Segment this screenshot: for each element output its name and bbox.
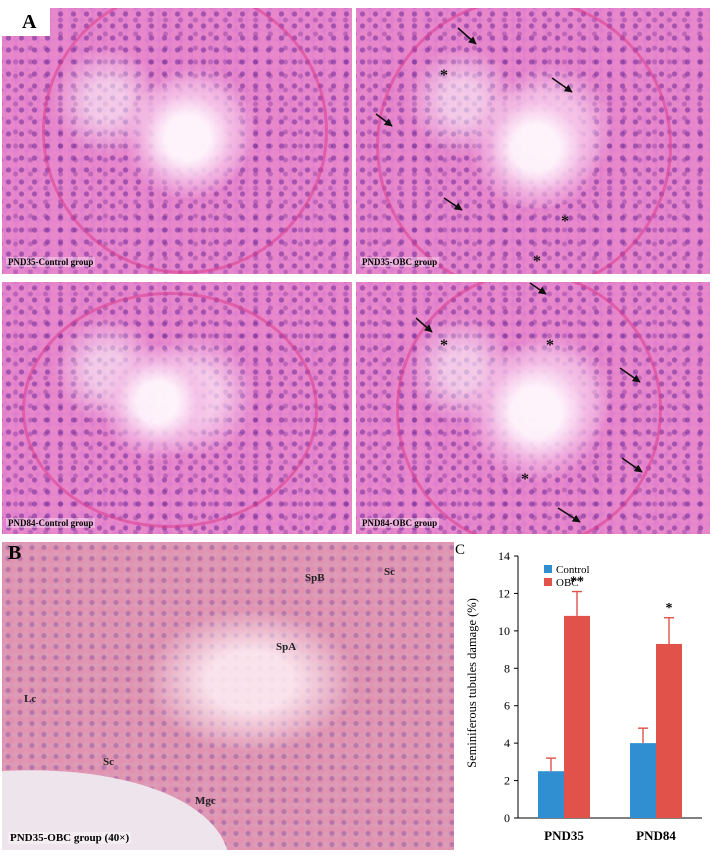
significance-label: ** — [570, 575, 584, 590]
y-axis-label: Seminiferous tubules damage (%) — [465, 598, 479, 768]
tubule-outline — [376, 8, 672, 274]
bar-obc-pnd84 — [656, 643, 682, 818]
y-tick-label: 10 — [498, 624, 510, 638]
significance-label: * — [666, 601, 673, 616]
tubule-lumen — [122, 78, 252, 198]
tubule-lumen — [466, 342, 606, 482]
cell-label-sc-bottom: Sc — [103, 756, 114, 768]
y-tick-label: 0 — [504, 811, 510, 825]
asterisk-marker: * — [521, 471, 529, 488]
cell-label-mgc: Mgc — [195, 795, 216, 807]
y-tick-label: 12 — [498, 586, 510, 600]
micrograph-pnd35-obc — [356, 8, 710, 274]
legend-label-control: Control — [556, 564, 590, 576]
asterisk-marker: * — [561, 213, 569, 230]
caption-pnd35-control: PND35-Control group — [6, 257, 96, 267]
tubule-outline — [396, 282, 662, 534]
tubule-lumen — [466, 88, 606, 208]
caption-pnd35-obc: PND35-OBC group — [360, 257, 440, 267]
x-tick-label: PND35 — [544, 828, 584, 843]
legend: Control OBC — [544, 564, 590, 589]
panel-label-c: C — [455, 542, 466, 558]
legend-label-obc: OBC — [556, 577, 579, 589]
asterisk-marker: * — [533, 253, 541, 270]
legend-swatch-obc — [544, 578, 552, 586]
asterisk-marker: * — [440, 67, 448, 84]
cell-label-spb: SpB — [305, 572, 325, 584]
panel-label-b: B — [8, 542, 22, 564]
asterisk-marker: * — [546, 337, 554, 354]
caption-pnd84-obc: PND84-OBC group — [360, 518, 440, 528]
cell-label-spa: SpA — [276, 641, 297, 653]
tubule-outline — [22, 292, 318, 528]
micrograph-pnd84-obc — [356, 282, 710, 534]
bar-obc-pnd35 — [564, 615, 590, 818]
panel-label-a: A — [0, 8, 50, 36]
caption-pnd84-control: PND84-Control group — [6, 518, 96, 528]
y-tick-label: 8 — [504, 661, 510, 675]
x-tick-label: PND84 — [636, 828, 676, 843]
bar-control-pnd84 — [630, 743, 656, 818]
tubule-lumen — [102, 342, 212, 462]
y-tick-label: 2 — [504, 774, 510, 788]
y-tick-label: 4 — [504, 736, 510, 750]
asterisk-marker: * — [440, 337, 448, 354]
y-tick-label: 14 — [498, 549, 510, 563]
tubule-outline — [42, 8, 328, 274]
micrograph-pnd35-control — [2, 8, 352, 274]
micrograph-b — [2, 542, 454, 850]
y-tick-label: 6 — [504, 699, 510, 713]
cell-label-lc: Lc — [24, 693, 37, 705]
caption-b: PND35-OBC group (40×) — [8, 832, 132, 844]
cell-label-sc-top: Sc — [384, 566, 395, 578]
legend-swatch-control — [544, 565, 552, 573]
bar-control-pnd35 — [538, 771, 564, 818]
micrograph-pnd84-control — [2, 282, 352, 534]
